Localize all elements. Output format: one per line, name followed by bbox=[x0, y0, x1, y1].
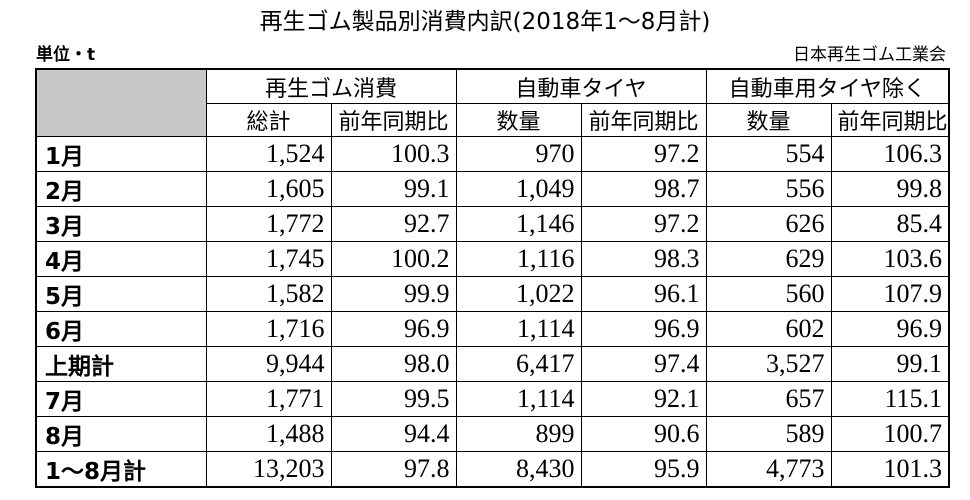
cell: 1,114 bbox=[455, 311, 582, 347]
cell: 1,114 bbox=[455, 381, 582, 417]
cell: 103.6 bbox=[830, 241, 950, 277]
cell: 1,022 bbox=[455, 276, 582, 312]
data-row: 1～8月計 13,203 97.8 8,430 95.9 4,773 101.3 bbox=[35, 451, 950, 488]
cell: 107.9 bbox=[830, 276, 950, 312]
cell: 629 bbox=[705, 241, 832, 277]
row-label: 3月 bbox=[35, 206, 207, 242]
cell: 1,771 bbox=[205, 381, 332, 417]
cell: 96.9 bbox=[830, 311, 950, 347]
row-label: 上期計 bbox=[35, 346, 207, 382]
cell: 100.3 bbox=[330, 136, 457, 172]
data-row: 4月 1,745 100.2 1,116 98.3 629 103.6 bbox=[35, 241, 950, 277]
group-header: 自動車タイヤ bbox=[455, 68, 707, 104]
unit: 単位・t bbox=[36, 45, 96, 65]
cell: 657 bbox=[705, 381, 832, 417]
cell: 13,203 bbox=[205, 451, 332, 488]
cell: 96.9 bbox=[330, 311, 457, 347]
data-row: 6月 1,716 96.9 1,114 96.9 602 96.9 bbox=[35, 311, 950, 347]
row-label: 6月 bbox=[35, 311, 207, 347]
subheader: 前年同期比 bbox=[830, 103, 950, 137]
data-row: 5月 1,582 99.9 1,022 96.1 560 107.9 bbox=[35, 276, 950, 312]
title: 再生ゴム製品別消費内訳(2018年1～8月計) bbox=[259, 9, 711, 35]
source: 日本再生ゴム工業会 bbox=[793, 45, 946, 65]
corner-cell bbox=[35, 68, 207, 137]
cell: 97.8 bbox=[330, 451, 457, 488]
cell: 3,527 bbox=[705, 346, 832, 382]
cell: 99.5 bbox=[330, 381, 457, 417]
cell: 589 bbox=[705, 416, 832, 452]
table: 再生ゴム消費 自動車タイヤ 自動車用タイヤ除く 総計 前年同期比 数量 前年同期比 数量 前年同… bbox=[35, 68, 951, 488]
subheader: 総計 bbox=[205, 103, 332, 137]
row-label: 1～8月計 bbox=[35, 451, 207, 488]
cell: 99.8 bbox=[830, 171, 950, 207]
cell: 1,524 bbox=[205, 136, 332, 172]
data-row: 7月 1,771 99.5 1,114 92.1 657 115.1 bbox=[35, 381, 950, 417]
cell: 100.7 bbox=[830, 416, 950, 452]
cell: 97.2 bbox=[580, 136, 707, 172]
cell: 1,049 bbox=[455, 171, 582, 207]
cell: 96.1 bbox=[580, 276, 707, 312]
data-row: 8月 1,488 94.4 899 90.6 589 100.7 bbox=[35, 416, 950, 452]
data-row: 1月 1,524 100.3 970 97.2 554 106.3 bbox=[35, 136, 950, 172]
cell: 560 bbox=[705, 276, 832, 312]
cell: 95.9 bbox=[580, 451, 707, 488]
row-label: 2月 bbox=[35, 171, 207, 207]
cell: 115.1 bbox=[830, 381, 950, 417]
cell: 899 bbox=[455, 416, 582, 452]
cell: 90.6 bbox=[580, 416, 707, 452]
cell: 1,146 bbox=[455, 206, 582, 242]
cell: 99.1 bbox=[330, 171, 457, 207]
cell: 1,772 bbox=[205, 206, 332, 242]
subheader: 前年同期比 bbox=[330, 103, 457, 137]
cell: 97.4 bbox=[580, 346, 707, 382]
cell: 970 bbox=[455, 136, 582, 172]
row-label: 1月 bbox=[35, 136, 207, 172]
row-label: 7月 bbox=[35, 381, 207, 417]
group-header: 自動車用タイヤ除く bbox=[705, 68, 950, 104]
subheader: 数量 bbox=[455, 103, 582, 137]
cell: 554 bbox=[705, 136, 832, 172]
cell: 1,488 bbox=[205, 416, 332, 452]
cell: 99.9 bbox=[330, 276, 457, 312]
cell: 1,716 bbox=[205, 311, 332, 347]
cell: 626 bbox=[705, 206, 832, 242]
subheader: 前年同期比 bbox=[580, 103, 707, 137]
group-header: 再生ゴム消費 bbox=[205, 68, 457, 104]
cell: 85.4 bbox=[830, 206, 950, 242]
cell: 92.7 bbox=[330, 206, 457, 242]
cell: 94.4 bbox=[330, 416, 457, 452]
cell: 98.3 bbox=[580, 241, 707, 277]
cell: 6,417 bbox=[455, 346, 582, 382]
cell: 98.7 bbox=[580, 171, 707, 207]
cell: 8,430 bbox=[455, 451, 582, 488]
data-row: 2月 1,605 99.1 1,049 98.7 556 99.8 bbox=[35, 171, 950, 207]
cell: 100.2 bbox=[330, 241, 457, 277]
subheader: 数量 bbox=[705, 103, 832, 137]
cell: 4,773 bbox=[705, 451, 832, 488]
cell: 96.9 bbox=[580, 311, 707, 347]
cell: 97.2 bbox=[580, 206, 707, 242]
cell: 556 bbox=[705, 171, 832, 207]
cell: 106.3 bbox=[830, 136, 950, 172]
data-row: 3月 1,772 92.7 1,146 97.2 626 85.4 bbox=[35, 206, 950, 242]
cell: 1,605 bbox=[205, 171, 332, 207]
row-label: 8月 bbox=[35, 416, 207, 452]
cell: 92.1 bbox=[580, 381, 707, 417]
row-label: 4月 bbox=[35, 241, 207, 277]
cell: 98.0 bbox=[330, 346, 457, 382]
cell: 99.1 bbox=[830, 346, 950, 382]
header-row: 再生ゴム消費 自動車タイヤ 自動車用タイヤ除く bbox=[35, 68, 950, 137]
cell: 9,944 bbox=[205, 346, 332, 382]
cell: 1,116 bbox=[455, 241, 582, 277]
cell: 1,745 bbox=[205, 241, 332, 277]
data-row: 上期計 9,944 98.0 6,417 97.4 3,527 99.1 bbox=[35, 346, 950, 382]
cell: 602 bbox=[705, 311, 832, 347]
cell: 1,582 bbox=[205, 276, 332, 312]
row-label: 5月 bbox=[35, 276, 207, 312]
cell: 101.3 bbox=[830, 451, 950, 488]
